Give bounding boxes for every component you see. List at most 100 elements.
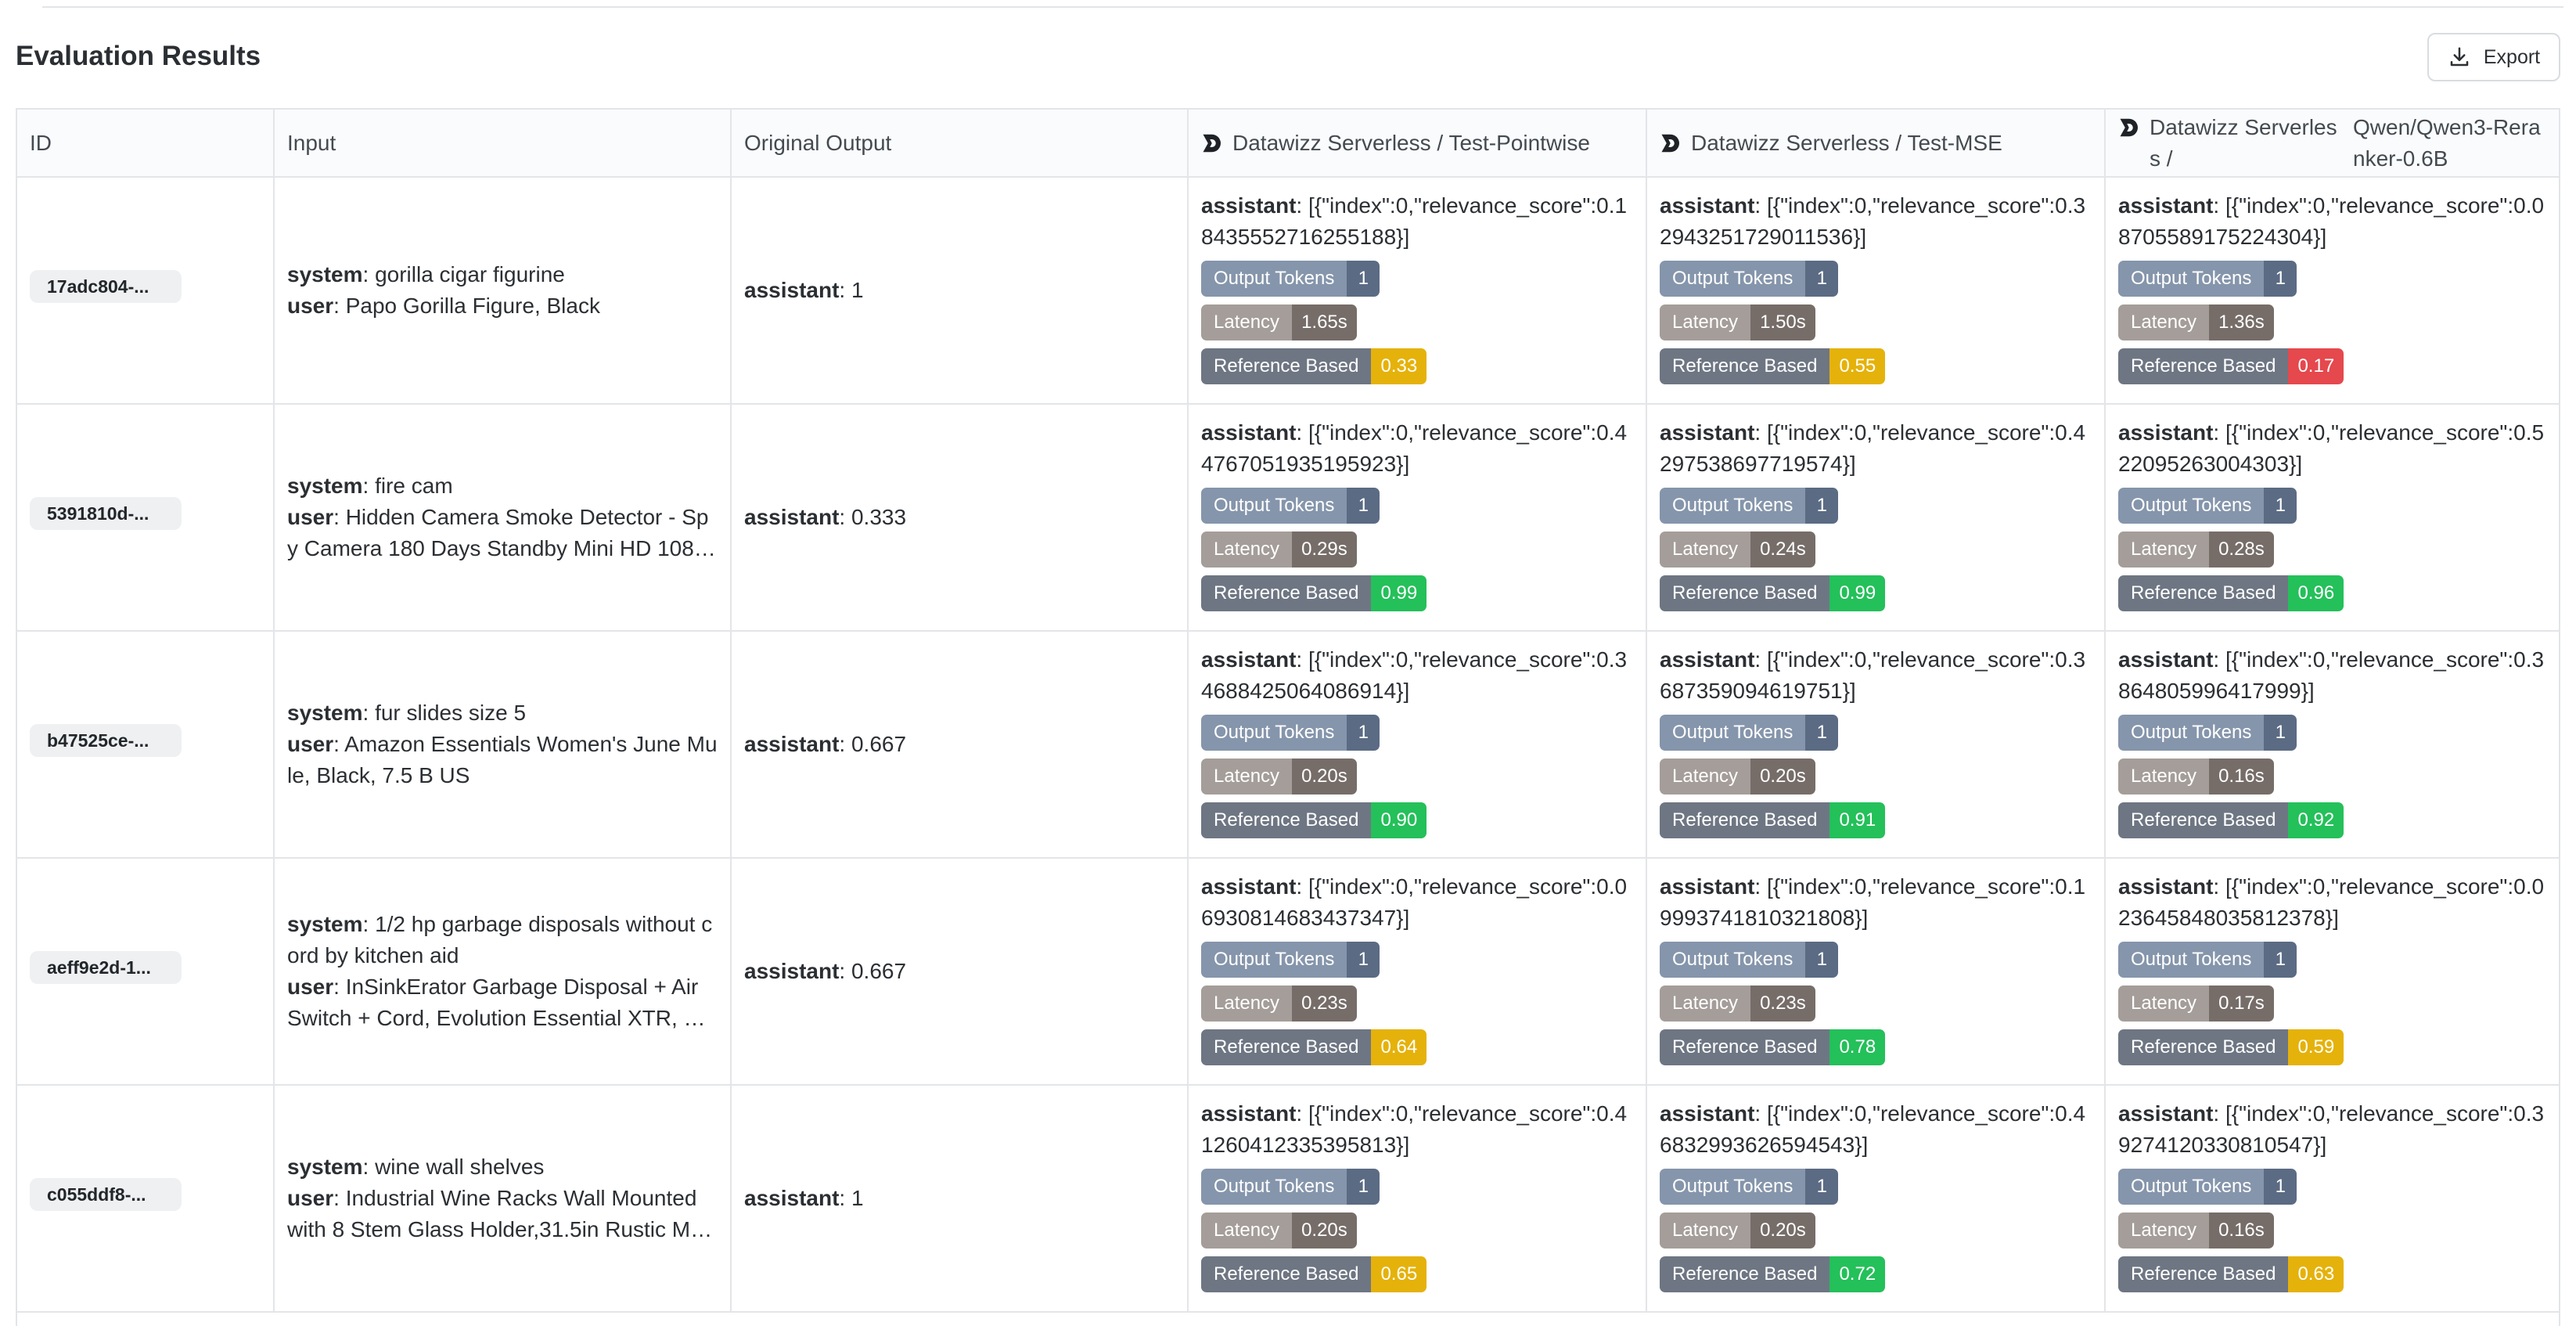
model-3-provider: Datawizz Serverless / (2150, 114, 2337, 171)
table-row[interactable]: 17adc804-... system: gorilla cigar figuri… (17, 177, 2559, 405)
reference-based-label: Reference Based (2118, 575, 2289, 611)
table-row[interactable]: 5391810d-... system: fire cam user: Hidden… (17, 404, 2559, 632)
id-pill[interactable]: b47525ce-... (30, 723, 182, 757)
column-header-model-3[interactable]: Datawizz Serverless / Qwen/Qwen3-Reranke… (2105, 110, 2559, 178)
latency-badge: Latency 0.16s (2118, 1212, 2274, 1249)
latency-badge: Latency 0.17s (2118, 985, 2274, 1022)
latency-value: 0.24s (1750, 531, 1815, 568)
assistant-role-label: assistant (1660, 874, 1755, 899)
user-prompt: : Papo Gorilla Figure, Black (333, 294, 600, 318)
output-tokens-label: Output Tokens (1660, 1169, 1806, 1205)
output-tokens-label: Output Tokens (2118, 1169, 2265, 1205)
latency-value: 0.23s (1750, 985, 1815, 1022)
column-header-original-output[interactable]: Original Output (731, 110, 1189, 178)
latency-label: Latency (1201, 758, 1293, 795)
original-output-cell: assistant: 1 (731, 177, 1189, 405)
assistant-role-label: assistant (744, 1186, 840, 1210)
output-tokens-value: 1 (2264, 715, 2297, 751)
id-pill[interactable]: 17adc804-... (30, 269, 182, 303)
model-output-value: : [{"index":0,"relevance_score":0.023645… (2118, 874, 2545, 930)
reference-based-score: 0.90 (1371, 802, 1427, 838)
system-line: system: fur slides size 5 (287, 697, 718, 729)
model-output-value: : [{"index":0,"relevance_score":0.468329… (1660, 1101, 2086, 1157)
reference-based-label: Reference Based (2118, 1256, 2289, 1292)
reference-based-score: 0.33 (1371, 348, 1427, 384)
table-row[interactable]: b47525ce-... system: fur slides size 5 use… (17, 631, 2559, 859)
assistant-role-label: assistant (2118, 874, 2214, 899)
system-role-label: system (287, 701, 363, 725)
table-row[interactable]: aeff9e2d-1... system: 1/2 hp garbage disp… (17, 858, 2559, 1086)
reference-based-badge: Reference Based 0.72 (1660, 1256, 1886, 1292)
model-output-value: : [{"index":0,"relevance_score":0.429753… (1660, 420, 2086, 476)
system-line: system: wine wall shelves (287, 1151, 718, 1183)
reference-based-badge: Reference Based 0.63 (2118, 1256, 2344, 1292)
latency-value: 0.16s (2209, 1212, 2274, 1249)
reference-based-badge: Reference Based 0.96 (2118, 575, 2344, 611)
column-header-input[interactable]: Input (274, 110, 732, 178)
datawizz-logo-icon (1661, 134, 1679, 152)
reference-based-badge: Reference Based 0.55 (1660, 348, 1886, 384)
reference-based-badge: Reference Based 0.64 (1201, 1029, 1427, 1065)
output-tokens-label: Output Tokens (1660, 942, 1806, 978)
user-prompt: : Industrial Wine Racks Wall Mounted wit… (287, 1186, 709, 1241)
system-role-label: system (287, 912, 363, 936)
reference-based-score: 0.63 (2288, 1256, 2344, 1292)
table-row[interactable]: c055ddf8-... system: wine wall shelves use… (17, 1085, 2559, 1313)
model-output: assistant: [{"index":0,"relevance_score"… (2118, 1098, 2549, 1161)
assistant-role-label: assistant (744, 505, 840, 529)
model-output: assistant: [{"index":0,"relevance_score"… (1201, 1098, 1633, 1161)
system-prompt: : fire cam (362, 474, 453, 498)
user-line: user: Amazon Essentials Women's June Mul… (287, 729, 718, 791)
original-output-cell: assistant: 0.667 (731, 631, 1189, 859)
model-output-value: : [{"index":0,"relevance_score":0.329432… (1660, 193, 2086, 249)
export-button[interactable]: Export (2427, 33, 2560, 81)
latency-label: Latency (1660, 304, 1751, 341)
user-line: user: Papo Gorilla Figure, Black (287, 290, 718, 322)
model-output-cell: assistant: [{"index":0,"relevance_score"… (1188, 404, 1647, 632)
output-tokens-badge: Output Tokens 1 (2118, 261, 2297, 297)
reference-based-badge: Reference Based 0.65 (1201, 1256, 1427, 1292)
latency-label: Latency (1660, 1212, 1751, 1249)
reference-based-badge: Reference Based 0.17 (2118, 348, 2344, 384)
output-tokens-label: Output Tokens (1201, 1169, 1347, 1205)
reference-based-score: 0.59 (2288, 1029, 2344, 1065)
output-tokens-value: 1 (2264, 488, 2297, 524)
latency-badge: Latency 0.20s (1660, 1212, 1815, 1249)
output-tokens-value: 1 (1347, 1169, 1380, 1205)
output-tokens-label: Output Tokens (1201, 715, 1347, 751)
model-output: assistant: [{"index":0,"relevance_score"… (1201, 190, 1633, 253)
reference-based-badge: Reference Based 0.99 (1660, 575, 1886, 611)
reference-based-score: 0.99 (1829, 575, 1886, 611)
column-header-model-1[interactable]: Datawizz Serverless / Test-Pointwise (1188, 110, 1647, 178)
user-role-label: user (287, 1186, 334, 1210)
output-tokens-label: Output Tokens (1201, 261, 1347, 297)
reference-based-label: Reference Based (1201, 802, 1372, 838)
input-cell: system: wine wall shelves user: Industria… (274, 1085, 732, 1313)
id-pill[interactable]: 5391810d-... (30, 496, 182, 530)
id-pill[interactable]: aeff9e2d-1... (30, 950, 182, 984)
assistant-role-label: assistant (1201, 1101, 1297, 1126)
latency-value: 1.50s (1750, 304, 1815, 341)
column-header-id[interactable]: ID (17, 110, 275, 178)
reference-based-score: 0.65 (1371, 1256, 1427, 1292)
reference-based-score: 0.99 (1371, 575, 1427, 611)
latency-label: Latency (1660, 531, 1751, 568)
output-tokens-badge: Output Tokens 1 (1660, 488, 1839, 524)
top-divider (42, 0, 2563, 8)
download-icon (2450, 47, 2469, 67)
model-output-value: : [{"index":0,"relevance_score":0.346884… (1201, 647, 1628, 703)
reference-based-label: Reference Based (1660, 1029, 1830, 1065)
latency-badge: Latency 0.20s (1660, 758, 1815, 795)
id-cell: 17adc804-... (17, 177, 275, 405)
column-header-model-2[interactable]: Datawizz Serverless / Test-MSE (1646, 110, 2106, 178)
assistant-role-label: assistant (1660, 1101, 1755, 1126)
latency-value: 0.20s (1750, 1212, 1815, 1249)
id-pill[interactable]: c055ddf8-... (30, 1177, 182, 1211)
latency-badge: Latency 0.20s (1201, 758, 1357, 795)
reference-based-badge: Reference Based 0.91 (1660, 802, 1886, 838)
latency-value: 0.23s (1292, 985, 1357, 1022)
reference-based-label: Reference Based (2118, 802, 2289, 838)
user-line: user: Hidden Camera Smoke Detector - Spy… (287, 502, 718, 564)
input-cell: system: 1/2 hp garbage disposals without… (274, 858, 732, 1086)
input-cell: system: fur slides size 5 user: Amazon Es… (274, 631, 732, 859)
